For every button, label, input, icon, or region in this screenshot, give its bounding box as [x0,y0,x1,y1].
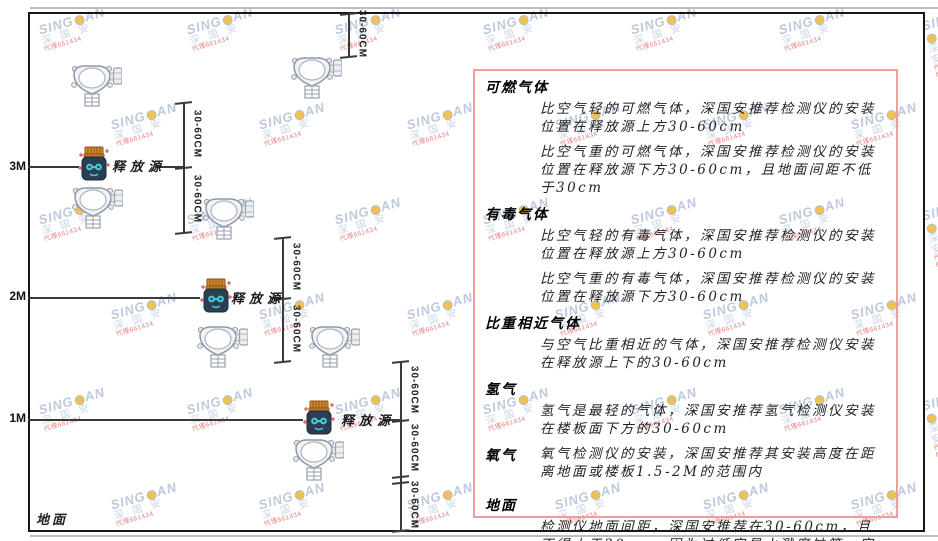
section-paragraphs: 检测仪地面间距，深国安推荐在30-60cm，且不得小于30cm，因为过低容易水溅… [485,518,888,541]
gas-detector-icon [69,183,124,234]
section-paragraph: 氧气检测仪的安装，深国安推荐其安装高度在距离地面或楼板1.5-2M的范围内 [540,446,876,480]
section-heading: 氢气 [485,382,517,398]
section-heading: 有毒气体 [485,207,549,223]
dimension-line [348,13,350,56]
section-paragraphs: 氧气检测仪的安装，深国安推荐其安装高度在距离地面或楼板1.5-2M的范围内 [485,445,888,481]
release-source-icon [302,400,336,441]
gas-detector-icon [200,194,255,245]
section-paragraphs: 与空气比重相近的气体，深国安推荐检测仪安装在释放源上下的30-60cm [485,336,888,372]
dimension-label: 30-60CM [408,423,420,473]
section-paragraph: 比空气重的有毒气体，深国安推荐检测仪的安装位置在释放源下方30-60cm [540,271,876,305]
panel-section: 氧气 氧气检测仪的安装，深国安推荐其安装高度在距离地面或楼板1.5-2M的范围内 [485,445,888,481]
leader-line [28,419,303,421]
release-source-icon [77,146,111,187]
section-paragraph: 比空气轻的可燃气体，深国安推荐检测仪的安装位置在释放源上方30-60cm [540,101,876,135]
release-source-icon [199,278,233,319]
section-heading: 比重相近气体 [485,316,581,332]
dimension-line [400,361,402,530]
watermark-dot-icon [925,32,938,46]
gas-detector-icon [194,322,249,373]
dimension-label: 30-60CM [408,480,420,530]
section-paragraphs: 氢气是最轻的气体，深国安推荐氢气检测仪安装在楼板面下方的30-60cm [485,402,888,438]
watermark-chinese: 深 国 安 [927,227,938,257]
dimension-label: 30-60CM [408,365,420,415]
panel-section: 可燃气体 比空气轻的可燃气体，深国安推荐检测仪的安装位置在释放源上方30-60c… [485,77,888,197]
room-outline [28,12,925,532]
section-paragraph: 检测仪地面间距，深国安推荐在30-60cm，且不得小于30cm，因为过低容易水溅… [540,519,873,541]
section-heading: 可燃气体 [485,80,549,96]
section-paragraph: 氢气是最轻的气体，深国安推荐氢气检测仪安装在楼板面下方的30-60cm [540,403,876,437]
height-axis-label: 3M [9,159,26,173]
watermark-dot-icon [925,412,938,426]
dimension-label: 30-60CM [290,242,302,292]
watermark-dot-icon [925,222,938,236]
watermark-chinese: 深 国 安 [927,417,938,447]
section-paragraphs: 比空气轻的有毒气体，深国安推荐检测仪的安装位置在释放源上方30-60cm 比空气重… [485,227,888,306]
section-paragraphs: 比空气轻的可燃气体，深国安推荐检测仪的安装位置在释放源上方30-60cm 比空气重… [485,100,888,197]
release-source-label: 释放源 [231,292,286,307]
gas-detector-icon [306,322,361,373]
gas-detector-icon [288,53,343,104]
panel-section: 地面 检测仪地面间距，深国安推荐在30-60cm，且不得小于30cm，因为过低容… [485,495,888,541]
section-paragraph: 比空气轻的有毒气体，深国安推荐检测仪的安装位置在释放源上方30-60cm [540,228,876,262]
dimension-label: 30-60CM [356,9,368,59]
release-source-label: 释放源 [112,160,167,175]
leader-line [383,419,400,421]
leader-line [156,166,183,168]
watermark-agent-number: 代理661434 [933,61,938,79]
gas-detector-icon [290,435,345,486]
section-heading: 氧气 [485,448,517,464]
panel-section: 有毒气体 比空气轻的有毒气体，深国安推荐检测仪的安装位置在释放源上方30-60c… [485,204,888,306]
watermark-chinese: 深 国 安 [927,37,938,67]
top-edge-line [30,7,938,9]
bottom-edge-line [30,535,938,537]
info-panel: 可燃气体 比空气轻的可燃气体，深国安推荐检测仪的安装位置在释放源上方30-60c… [473,69,898,541]
dimension-label: 30-60CM [191,109,203,159]
panel-section: 比重相近气体 与空气比重相近的气体，深国安推荐检测仪安装在释放源上下的30-60… [485,313,888,372]
section-paragraph: 与空气比重相近的气体，深国安推荐检测仪安装在释放源上下的30-60cm [540,337,876,371]
section-paragraph: 比空气重的可燃气体，深国安推荐检测仪的安装位置在释放源下方30-60cm，且地面… [540,144,876,196]
gas-detector-icon [68,61,123,112]
ground-label: 地面 [36,513,69,528]
leader-line [28,166,79,168]
section-heading: 地面 [485,498,517,514]
dimension-label: 30-60CM [290,304,302,354]
leader-line [28,297,200,299]
height-axis-label: 2M [9,289,26,303]
dimension-label: 30-60CM [191,174,203,224]
watermark-agent-number: 代理661434 [933,251,938,269]
panel-section: 氢气 氢气是最轻的气体，深国安推荐氢气检测仪安装在楼板面下方的30-60cm [485,379,888,438]
height-axis-label: 1M [9,411,26,425]
watermark-agent-number: 代理661434 [933,441,938,459]
release-source-label: 释放源 [341,414,396,429]
